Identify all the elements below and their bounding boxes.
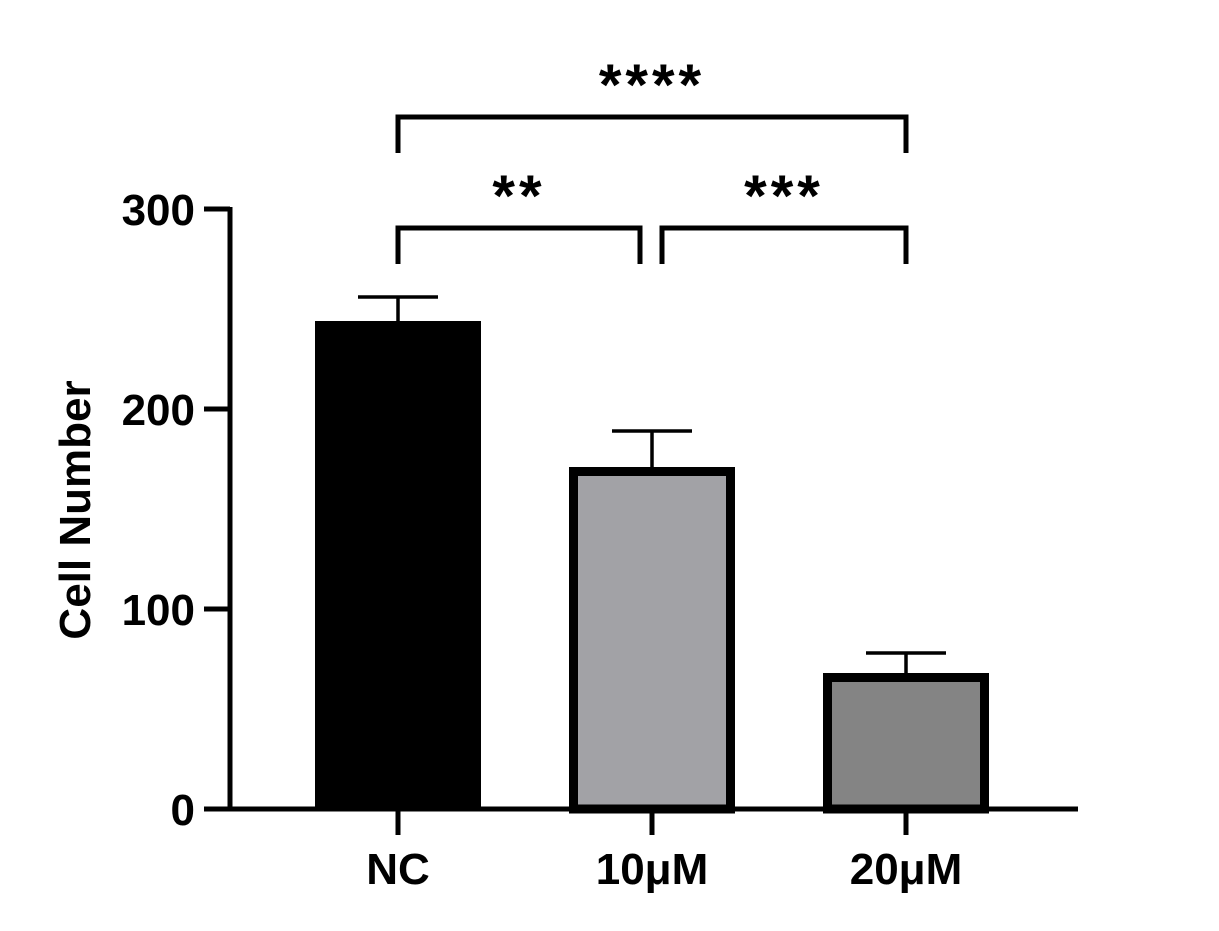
bar-0	[315, 321, 481, 811]
significance-bracket-0	[395, 225, 643, 264]
axes-layer: 0 100 200 300 NC 10μM 20μM	[122, 186, 1078, 894]
x-tick-label-1: 10μM	[596, 845, 709, 894]
y-axis-title: Cell Number	[51, 380, 100, 639]
significance-layer: ** *******	[395, 53, 909, 264]
y-tick-label-1: 100	[122, 586, 195, 635]
significance-label-0: **	[492, 164, 545, 229]
significance-label-1: ***	[744, 164, 824, 229]
y-tick-label-2: 200	[122, 386, 195, 435]
significance-bracket-1	[659, 225, 909, 264]
significance-bracket-2	[395, 114, 909, 153]
y-tick-label-0: 0	[171, 786, 195, 835]
y-tick-label-3: 300	[122, 186, 195, 235]
bars-layer	[315, 321, 989, 814]
bar-1	[569, 467, 735, 814]
error-bars-layer	[358, 295, 946, 673]
significance-label-2: ****	[599, 53, 705, 118]
x-tick-label-0: NC	[366, 845, 430, 894]
x-tick-label-2: 20μM	[850, 845, 963, 894]
bar-2	[823, 673, 989, 814]
